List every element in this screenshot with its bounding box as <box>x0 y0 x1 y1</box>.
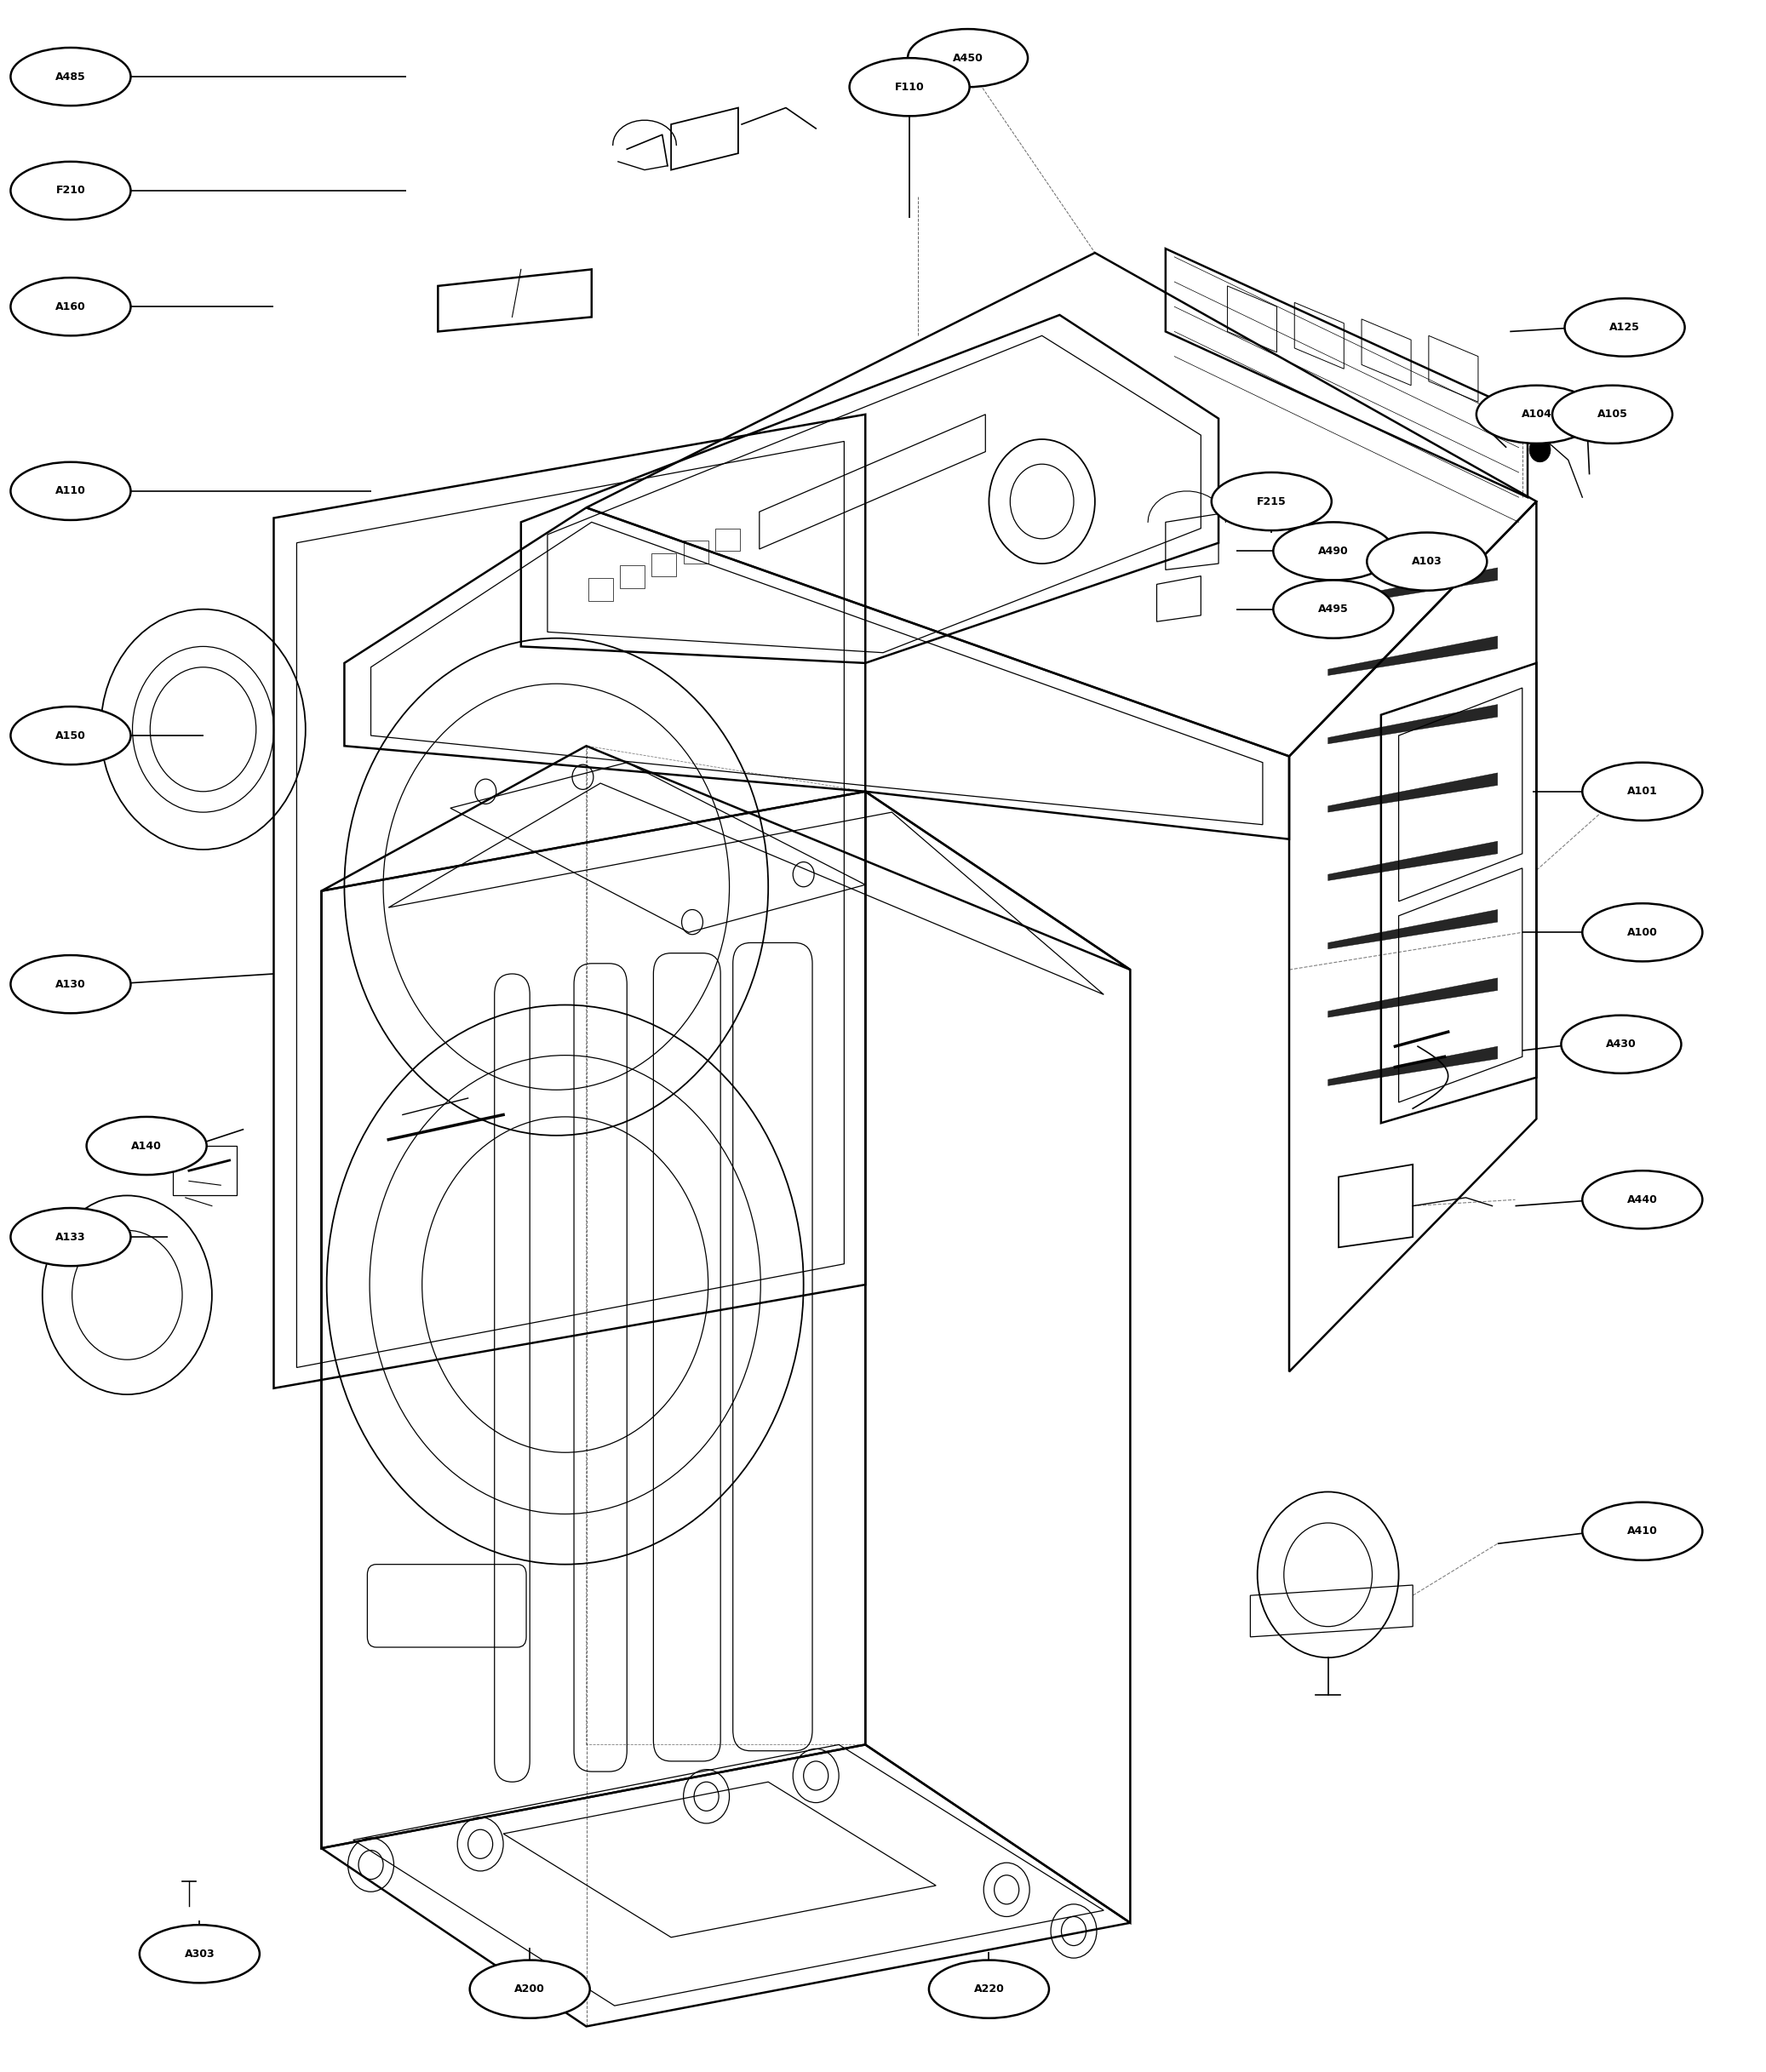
Text: A103: A103 <box>1411 555 1443 568</box>
Ellipse shape <box>11 162 131 220</box>
Text: F215: F215 <box>1257 495 1286 508</box>
Text: A125: A125 <box>1609 321 1641 334</box>
Ellipse shape <box>11 955 131 1013</box>
Text: A410: A410 <box>1626 1525 1658 1537</box>
Text: A160: A160 <box>55 300 87 313</box>
Ellipse shape <box>1552 385 1672 443</box>
Text: A495: A495 <box>1317 603 1349 615</box>
Ellipse shape <box>849 58 970 116</box>
Ellipse shape <box>1565 298 1685 356</box>
Ellipse shape <box>11 462 131 520</box>
Text: A101: A101 <box>1626 785 1658 798</box>
Polygon shape <box>1328 773 1498 812</box>
Text: F210: F210 <box>57 184 85 197</box>
Ellipse shape <box>1561 1015 1681 1073</box>
Text: A303: A303 <box>184 1948 215 1960</box>
Text: A133: A133 <box>55 1231 87 1243</box>
Ellipse shape <box>1211 472 1332 530</box>
Text: A440: A440 <box>1626 1193 1658 1206</box>
Polygon shape <box>1328 636 1498 675</box>
Polygon shape <box>1328 910 1498 949</box>
Ellipse shape <box>929 1960 1049 2018</box>
Text: A100: A100 <box>1626 926 1658 939</box>
Ellipse shape <box>1582 1502 1702 1560</box>
Ellipse shape <box>1582 762 1702 821</box>
Ellipse shape <box>1476 385 1596 443</box>
Polygon shape <box>1328 568 1498 607</box>
Text: A485: A485 <box>55 70 87 83</box>
Ellipse shape <box>1273 580 1393 638</box>
Ellipse shape <box>1367 533 1487 591</box>
Ellipse shape <box>11 707 131 765</box>
Circle shape <box>1529 437 1551 462</box>
Text: A450: A450 <box>952 52 984 64</box>
Ellipse shape <box>1273 522 1393 580</box>
Text: A490: A490 <box>1317 545 1349 557</box>
Text: A110: A110 <box>55 485 87 497</box>
Ellipse shape <box>908 29 1028 87</box>
Text: A430: A430 <box>1605 1038 1637 1051</box>
Ellipse shape <box>11 1208 131 1266</box>
Text: A140: A140 <box>131 1140 162 1152</box>
Ellipse shape <box>140 1925 260 1983</box>
Ellipse shape <box>11 278 131 336</box>
Text: A104: A104 <box>1521 408 1552 421</box>
Ellipse shape <box>87 1117 207 1175</box>
Text: F110: F110 <box>895 81 924 93</box>
Text: A130: A130 <box>55 978 87 990</box>
Polygon shape <box>1328 1046 1498 1086</box>
Ellipse shape <box>11 48 131 106</box>
Text: A150: A150 <box>55 729 87 742</box>
Polygon shape <box>1328 978 1498 1017</box>
Polygon shape <box>1328 704 1498 744</box>
Text: A105: A105 <box>1596 408 1628 421</box>
Text: A220: A220 <box>973 1983 1005 1995</box>
Text: A200: A200 <box>514 1983 546 1995</box>
Ellipse shape <box>1582 903 1702 961</box>
Ellipse shape <box>470 1960 590 2018</box>
Ellipse shape <box>1582 1171 1702 1229</box>
Polygon shape <box>1328 841 1498 881</box>
